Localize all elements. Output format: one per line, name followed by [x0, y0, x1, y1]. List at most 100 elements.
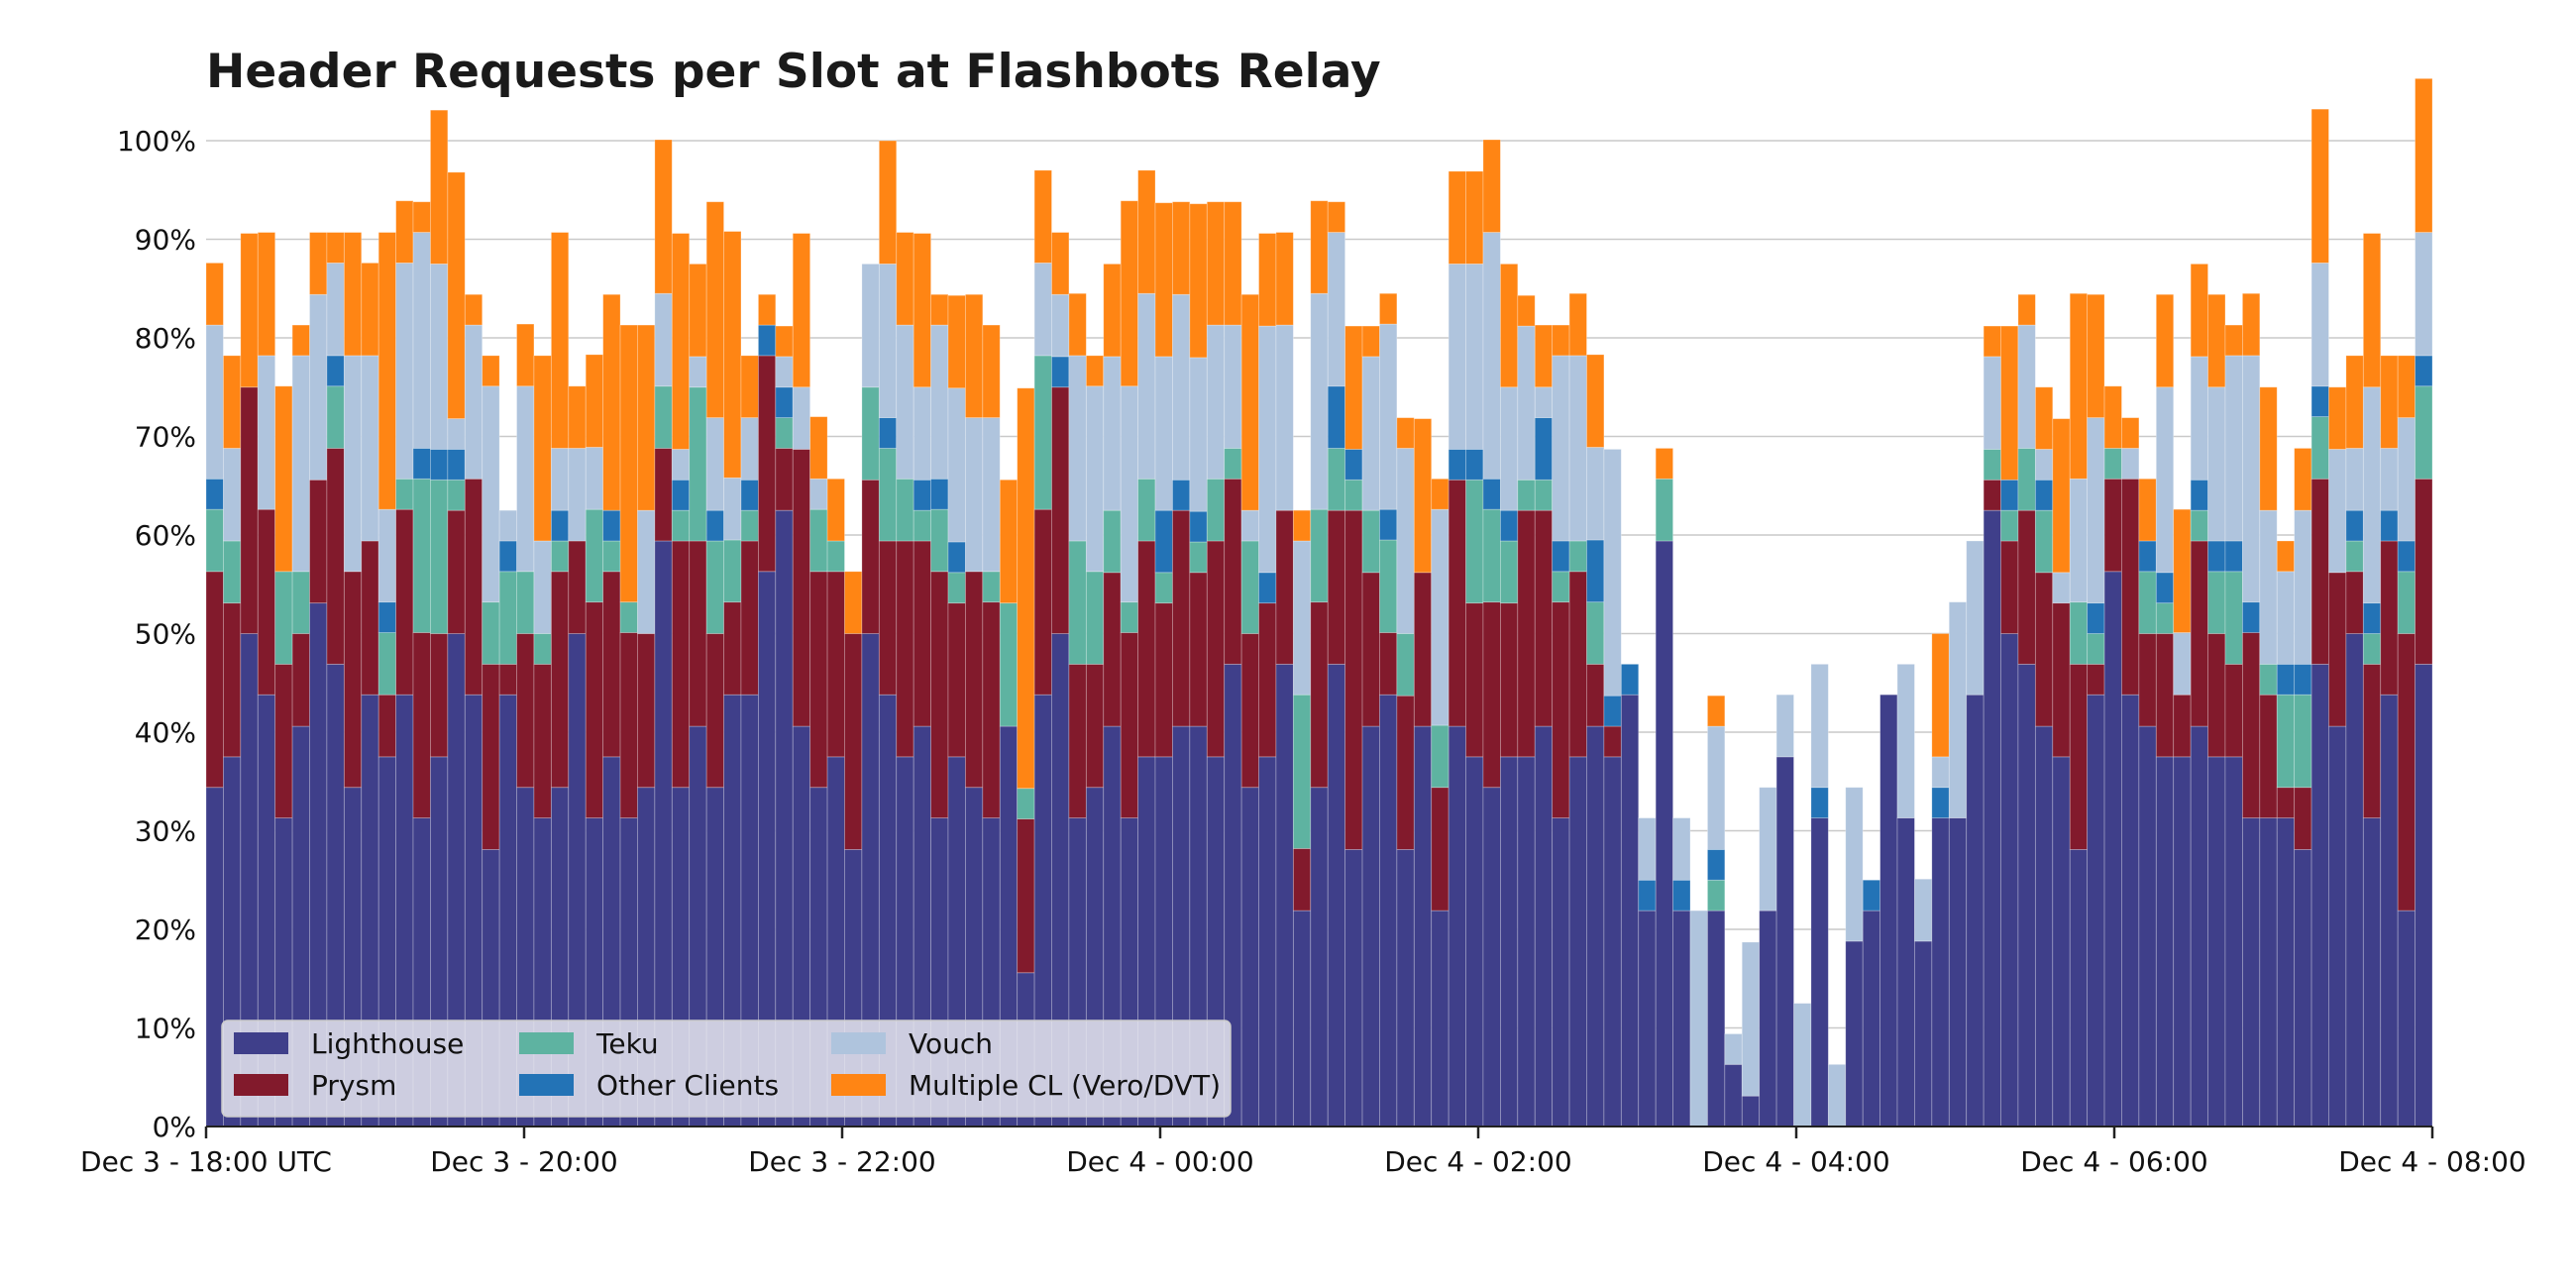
bar-teku: [274, 571, 293, 665]
bar-vouch: [343, 355, 363, 573]
bar-multiple-cl-vero-dvt-: [999, 479, 1019, 604]
bar-lighthouse: [1431, 910, 1449, 1127]
bar-multiple-cl-vero-dvt-: [2103, 385, 2122, 449]
bar-vouch: [1759, 787, 1777, 912]
bar-vouch: [2294, 509, 2312, 665]
bar-vouch: [775, 356, 794, 388]
bar-prysm: [326, 448, 345, 665]
bar-lighthouse: [1672, 910, 1691, 1127]
bar-other-clients: [740, 479, 759, 511]
bar-teku: [1206, 478, 1226, 542]
bar-teku: [1655, 478, 1673, 542]
bar-teku: [291, 571, 310, 634]
bar-prysm: [912, 540, 931, 727]
bar-other-clients: [2034, 479, 2054, 511]
bar-lighthouse: [2207, 756, 2226, 1127]
bar-vouch: [1603, 449, 1622, 697]
bar-prysm: [1033, 508, 1052, 696]
bar-teku: [654, 385, 673, 449]
bar-vouch: [1465, 263, 1484, 450]
bar-multiple-cl-vero-dvt-: [240, 233, 259, 388]
bar-prysm: [568, 540, 587, 634]
bar-multiple-cl-vero-dvt-: [1137, 169, 1156, 294]
bar-prysm: [2362, 663, 2382, 818]
bar-other-clients: [2397, 540, 2415, 573]
bar-other-clients: [1810, 787, 1829, 818]
bar-other-clients: [1603, 695, 1622, 727]
bar-vouch: [1552, 355, 1570, 542]
bar-lighthouse: [1586, 725, 1605, 1127]
y-tick-label: 60%: [135, 519, 196, 552]
bar-multiple-cl-vero-dvt-: [1568, 292, 1587, 357]
y-tick-label: 0%: [153, 1111, 196, 1143]
y-tick-label: 30%: [135, 815, 196, 848]
bar-vouch: [1137, 292, 1156, 480]
bar-other-clients: [1379, 508, 1398, 541]
bar-multiple-cl-vero-dvt-: [689, 263, 707, 358]
bar-multiple-cl-vero-dvt-: [223, 355, 242, 449]
bar-multiple-cl-vero-dvt-: [2173, 508, 2192, 633]
bar-prysm: [740, 540, 759, 696]
bar-prysm: [1482, 601, 1501, 789]
bar-prysm: [482, 663, 500, 850]
bar-teku: [1396, 633, 1415, 697]
bar-prysm: [2328, 572, 2347, 727]
bar-prysm: [1568, 571, 1587, 758]
bar-vouch: [516, 385, 535, 573]
bar-prysm: [550, 571, 570, 789]
bar-multiple-cl-vero-dvt-: [1275, 232, 1294, 326]
bar-multiple-cl-vero-dvt-: [1120, 200, 1139, 387]
bar-prysm: [1603, 725, 1622, 758]
bar-teku: [1033, 355, 1052, 510]
bar-vouch: [723, 477, 742, 541]
legend-label: Lighthouse: [311, 1027, 464, 1060]
bar-prysm: [809, 571, 828, 789]
bar-multiple-cl-vero-dvt-: [343, 232, 363, 357]
bar-vouch: [1672, 817, 1691, 881]
bar-other-clients: [2415, 355, 2433, 387]
bar-prysm: [2294, 787, 2312, 850]
bar-vouch: [1482, 232, 1501, 480]
bar-vouch: [1120, 385, 1139, 603]
bar-vouch: [792, 386, 811, 450]
bar-vouch: [2310, 262, 2329, 387]
bar-other-clients: [1552, 540, 1570, 573]
bar-teku: [1068, 540, 1087, 665]
bar-vouch: [1793, 1003, 1812, 1127]
bar-prysm: [671, 540, 691, 789]
bar-other-clients: [1258, 572, 1277, 604]
bar-vouch: [1741, 941, 1761, 1097]
bar-teku: [412, 478, 431, 633]
bar-vouch: [1845, 787, 1864, 942]
bar-vouch: [1448, 263, 1466, 450]
bar-vouch: [1568, 355, 1587, 542]
bar-teku: [1154, 572, 1173, 604]
bar-teku: [2224, 571, 2243, 665]
bar-teku: [2087, 633, 2105, 665]
bar-other-clients: [1638, 879, 1657, 912]
bar-vouch: [568, 448, 587, 542]
bar-vouch: [1534, 386, 1554, 419]
bar-lighthouse: [1931, 817, 1950, 1127]
bar-vouch: [2069, 478, 2089, 603]
bar-prysm: [705, 633, 724, 789]
bar-vouch: [1638, 817, 1657, 881]
bar-other-clients: [2000, 479, 2019, 511]
bar-lighthouse: [1275, 663, 1294, 1127]
bar-vouch: [2087, 417, 2105, 604]
bar-multiple-cl-vero-dvt-: [930, 293, 949, 326]
bar-teku: [447, 479, 466, 511]
bar-multiple-cl-vero-dvt-: [309, 232, 328, 295]
bar-multiple-cl-vero-dvt-: [2155, 293, 2175, 388]
bar-vouch: [2207, 386, 2226, 542]
bar-teku: [2294, 694, 2312, 789]
bar-teku: [498, 571, 517, 665]
bar-multiple-cl-vero-dvt-: [826, 478, 845, 542]
legend-label: Prysm: [311, 1069, 396, 1102]
bar-teku: [826, 540, 845, 573]
bar-lighthouse: [2173, 756, 2192, 1127]
bar-vouch: [1379, 323, 1398, 510]
bar-vouch: [1689, 910, 1708, 1127]
bar-lighthouse: [2310, 663, 2329, 1127]
bar-other-clients: [550, 509, 570, 542]
